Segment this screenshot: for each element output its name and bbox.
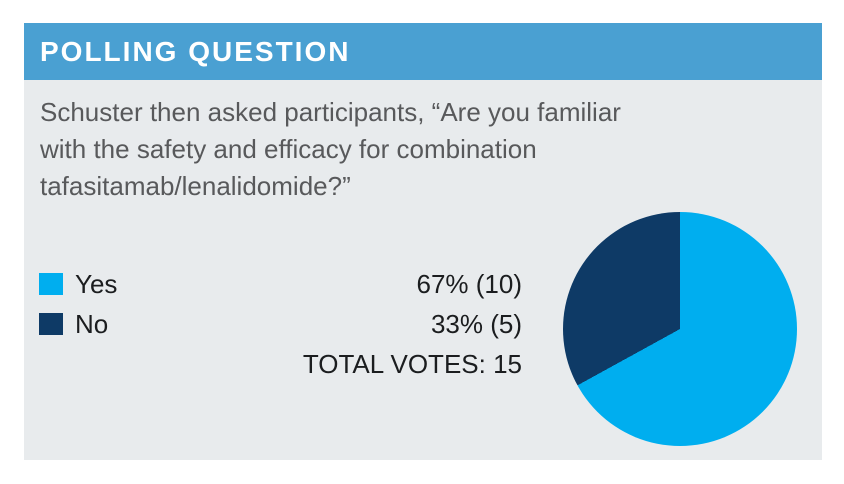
poll-question-line-1: Schuster then asked participants, “Are y… [40,97,621,127]
poll-question: Schuster then asked participants, “Are y… [40,94,621,205]
polling-card-title: POLLING QUESTION [40,35,351,67]
yes-value: 67% (10) [416,268,523,299]
no-label: No [75,308,109,339]
no-legend-swatch [39,313,63,335]
poll-results: Yes 67% (10) No 33% (5) TOTAL VOTES: 15 [39,269,522,379]
poll-result-row-no: No 33% (5) [39,309,522,339]
poll-question-line-2: with the safety and efficacy for combina… [40,134,537,164]
no-value: 33% (5) [430,308,522,339]
total-votes: TOTAL VOTES: 15 [302,349,522,379]
poll-question-line-3: tafasitamab/lenalidomide?” [40,171,351,201]
yes-label: Yes [75,268,118,299]
polling-card: POLLING QUESTION Schuster then asked par… [24,23,822,460]
polling-card-header: POLLING QUESTION [24,23,822,80]
yes-legend-swatch [39,273,63,295]
poll-result-row-yes: Yes 67% (10) [39,269,522,299]
poll-pie-chart [563,212,797,446]
polling-card-body: Schuster then asked participants, “Are y… [24,80,822,460]
